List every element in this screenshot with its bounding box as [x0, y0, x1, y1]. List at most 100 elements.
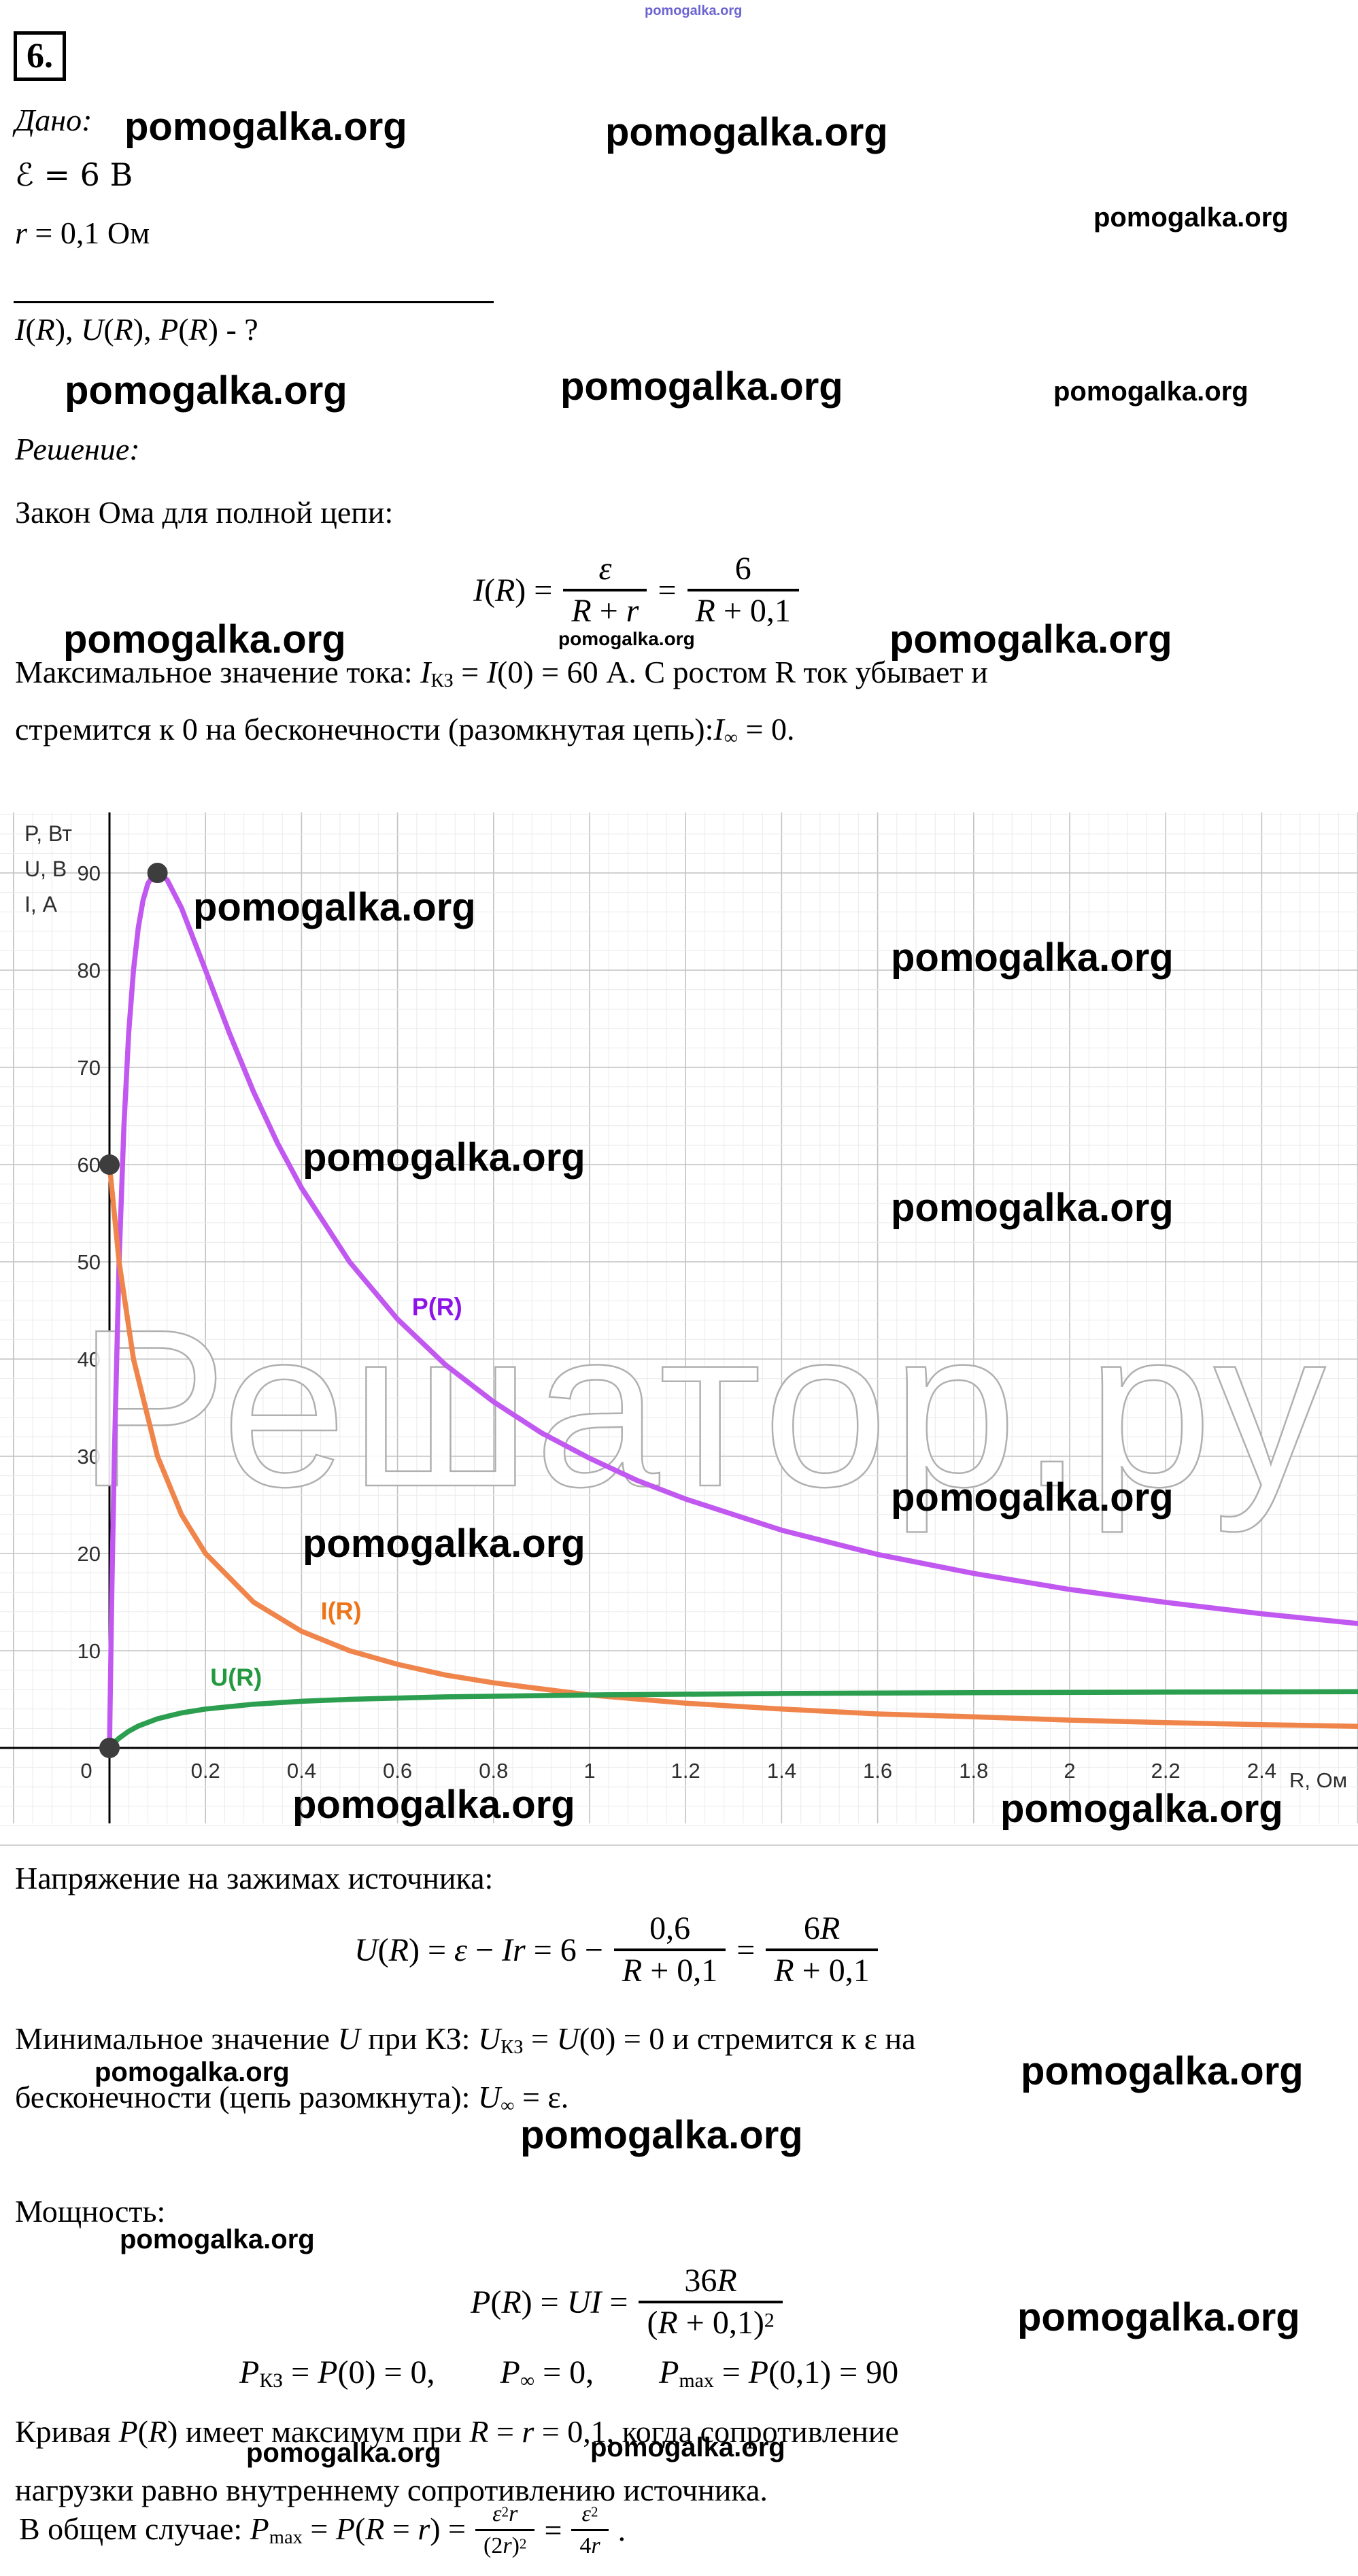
curve-ir: [107, 1162, 1358, 1730]
curve-label-ur: U(R): [210, 1663, 262, 1691]
watermark-text: pomogalka.org: [292, 1783, 575, 1827]
watermark-text: pomogalka.org: [120, 2225, 315, 2254]
fraction-bar: [613, 1948, 726, 1952]
formula-voltage: U(R) = ε − Ir = 6 − 0,6 R + 0,1 = 6R R +…: [350, 1910, 885, 1989]
problem-number: 6.: [14, 31, 66, 81]
fraction-numerator: 36R: [684, 2263, 737, 2299]
formula-power-lhs: P(R) = UI =: [471, 2284, 628, 2320]
formula-current-lhs: I(R) =: [473, 572, 553, 608]
given-label: Дано:: [15, 103, 92, 137]
text-min-voltage-2: бесконечности (цепь разомкнута): U∞ = ε.: [15, 2080, 569, 2116]
data-point-marker: [99, 1154, 120, 1175]
watermark-text: pomogalka.org: [1021, 2049, 1304, 2093]
fraction-denominator: R + 0,1: [774, 1953, 870, 1989]
formula-voltage-lhs: U(R) = ε − Ir = 6 −: [354, 1931, 603, 1968]
watermark-text: pomogalka.org: [303, 1522, 585, 1566]
text-max-current-2: стремится к 0 на бесконечности (разомкну…: [15, 712, 795, 749]
x-tick-label: 1: [583, 1759, 595, 1783]
text-power-max-2: нагрузки равно внутреннему сопротивлению…: [15, 2473, 768, 2507]
fraction-denominator: (2r)2: [483, 2532, 527, 2558]
y-tick-label: 40: [78, 1347, 101, 1371]
fraction: ε R + r: [563, 551, 647, 630]
x-axis-label: R, Ом: [1289, 1768, 1347, 1792]
x-tick-label: 1.6: [863, 1759, 892, 1783]
y-tick-label: 10: [78, 1639, 101, 1663]
x-tick-label-zero: 0: [80, 1759, 92, 1783]
fraction-bar: [687, 589, 799, 592]
y-tick-label: 80: [78, 959, 101, 982]
curve-ur: [107, 1689, 1358, 1751]
x-tick-label: 0.6: [383, 1759, 412, 1783]
fraction-bar: [563, 589, 647, 592]
curve-label-pr: P(R): [412, 1293, 462, 1321]
given-emf: ℰ = 6 В: [15, 156, 133, 193]
y-axis-unit-label: I, А: [24, 892, 58, 916]
x-tick-label: 0.8: [479, 1759, 508, 1783]
watermark-text: pomogalka.org: [303, 1135, 585, 1180]
given-question: I(R), U(R), P(R) - ?: [15, 312, 258, 347]
fraction-denominator: R + 0,1: [622, 1953, 718, 1989]
fraction-bar: [639, 2301, 783, 2304]
equals-sign: =: [544, 2512, 562, 2547]
fraction: ε2r (2r)2: [475, 2501, 535, 2558]
formula-general-case: В общем случае: Pmax = P(R = r) = ε2r (2…: [15, 2502, 630, 2558]
y-tick-label: 60: [78, 1153, 101, 1177]
watermark-text: pomogalka.org: [124, 105, 407, 149]
fraction-numerator: ε2: [581, 2501, 598, 2526]
watermark-text: pomogalka.org: [246, 2438, 441, 2468]
data-point-marker: [147, 863, 168, 883]
watermark-text: pomogalka.org: [95, 2057, 290, 2087]
watermark-text: pomogalka.org: [65, 368, 347, 413]
solution-heading: Решение:: [15, 432, 140, 466]
curve-label-ir: I(R): [321, 1597, 362, 1625]
y-tick-label: 50: [78, 1250, 101, 1274]
given-resistance: r = 0,1 Ом: [15, 216, 150, 250]
watermark-text: pomogalka.org: [891, 1475, 1174, 1519]
big-watermark-text: Решатор.ру: [78, 1282, 1329, 1534]
fraction: 0,6 R + 0,1: [613, 1910, 726, 1989]
y-tick-label: 90: [78, 861, 101, 885]
watermark-text: pomogalka.org: [1017, 2295, 1300, 2339]
watermark-text: pomogalka.org: [645, 3, 743, 18]
text-power-max-1: Кривая P(R) имеет максимум при R = r = 0…: [15, 2414, 899, 2449]
formula-power: P(R) = UI = 36R (R + 0,1)2: [466, 2263, 790, 2341]
fraction: 36R (R + 0,1)2: [639, 2263, 783, 2341]
watermark-text: pomogalka.org: [63, 617, 346, 662]
fraction-denominator: (R + 0,1)2: [647, 2305, 775, 2341]
x-tick-label: 1.4: [767, 1759, 796, 1783]
watermark-text: pomogalka.org: [193, 885, 476, 929]
fraction-denominator: 4r: [579, 2532, 600, 2558]
watermark-text: pomogalka.org: [605, 110, 888, 154]
x-tick-label: 2.4: [1247, 1759, 1276, 1783]
fraction-bar: [571, 2528, 609, 2531]
x-tick-label: 1.8: [959, 1759, 988, 1783]
fraction-numerator: 6R: [803, 1910, 841, 1946]
fraction-denominator: R + 0,1: [695, 593, 791, 630]
voltage-heading: Напряжение на зажимах источника:: [15, 1861, 494, 1895]
formula-general-prefix: В общем случае: Pmax = P(R = r) =: [19, 2511, 466, 2549]
watermark-text: pomogalka.org: [520, 2113, 803, 2157]
fraction-bar: [766, 1948, 878, 1952]
fraction-numerator: ε2r: [492, 2501, 518, 2526]
ohm-law-heading: Закон Ома для полной цепи:: [15, 495, 394, 530]
y-tick-label: 70: [78, 1056, 101, 1080]
fraction-numerator: 0,6: [649, 1910, 691, 1946]
watermark-text: pomogalka.org: [560, 364, 843, 409]
fraction: ε2 4r: [571, 2501, 609, 2558]
given-divider: [14, 301, 494, 303]
x-tick-label: 2: [1064, 1759, 1075, 1783]
watermark-text: pomogalka.org: [590, 2433, 785, 2462]
iv-power-chart: P, Вт U, В I, А 10 20 30 40 50 60 70 80 90 0 0.2 0.4 0.…: [0, 812, 1358, 1846]
fraction-bar: [475, 2528, 535, 2531]
fraction-numerator: 6: [734, 551, 751, 587]
x-tick-label: 2.2: [1151, 1759, 1181, 1783]
y-tick-label: 20: [78, 1542, 101, 1566]
y-tick-label: 30: [78, 1445, 101, 1469]
power-heading: Мощность:: [15, 2194, 166, 2229]
text-max-current-1: Максимальное значение тока: IКЗ = I(0) =…: [15, 655, 988, 691]
equals-sign: =: [658, 572, 677, 608]
watermark-text: pomogalka.org: [889, 617, 1172, 662]
formula-current: I(R) = ε R + r = 6 R + 0,1: [469, 551, 806, 630]
fraction-denominator: R + r: [571, 593, 639, 630]
